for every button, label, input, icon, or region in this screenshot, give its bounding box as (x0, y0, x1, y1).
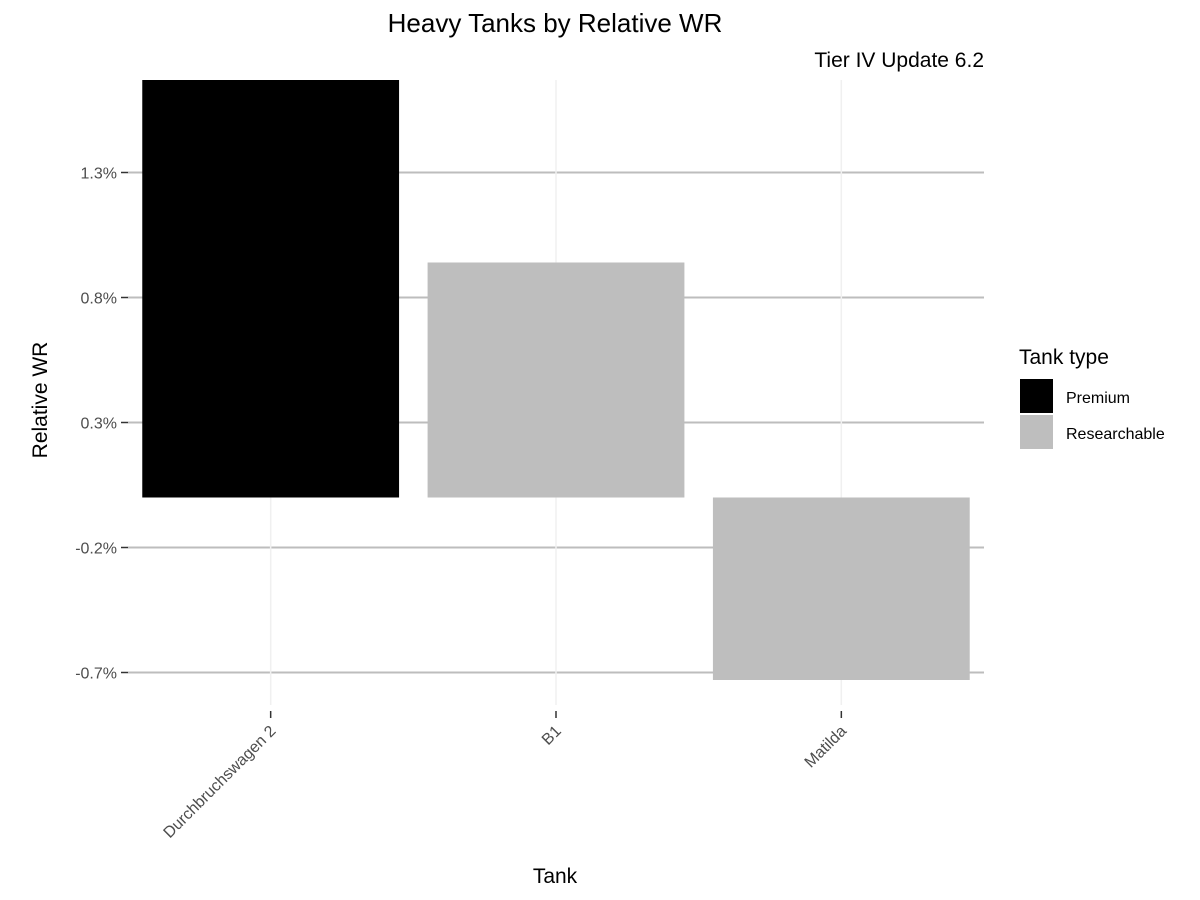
legend: Tank type Premium Researchable (1019, 346, 1165, 449)
legend-swatch-researchable (1020, 415, 1053, 449)
legend-swatch-premium (1020, 379, 1053, 413)
chart-subtitle: Tier IV Update 6.2 (814, 49, 984, 72)
bar (712, 497, 970, 680)
y-axis-title: Relative WR (29, 342, 52, 459)
x-tick-label: B1 (539, 723, 565, 749)
x-axis-title: Tank (533, 865, 578, 888)
bars (142, 80, 970, 680)
y-tick-label: -0.2% (75, 541, 117, 558)
y-tick-label: 0.8% (81, 291, 117, 308)
x-tick-label: Durchbruchswagen 2 (161, 723, 280, 842)
bar (142, 80, 400, 498)
legend-label-premium: Premium (1066, 390, 1130, 407)
legend-label-researchable: Researchable (1066, 426, 1165, 443)
bar (427, 262, 685, 498)
y-tick-label: -0.7% (75, 666, 117, 683)
y-axis: 1.3% 0.8% 0.3% -0.2% -0.7% (75, 166, 128, 683)
y-tick-label: 1.3% (81, 166, 117, 183)
y-tick-label: 0.3% (81, 416, 117, 433)
chart-title: Heavy Tanks by Relative WR (388, 8, 723, 38)
x-tick-label: Matilda (802, 723, 851, 772)
x-axis: Durchbruchswagen 2 B1 Matilda (161, 711, 851, 842)
legend-title: Tank type (1019, 346, 1109, 369)
